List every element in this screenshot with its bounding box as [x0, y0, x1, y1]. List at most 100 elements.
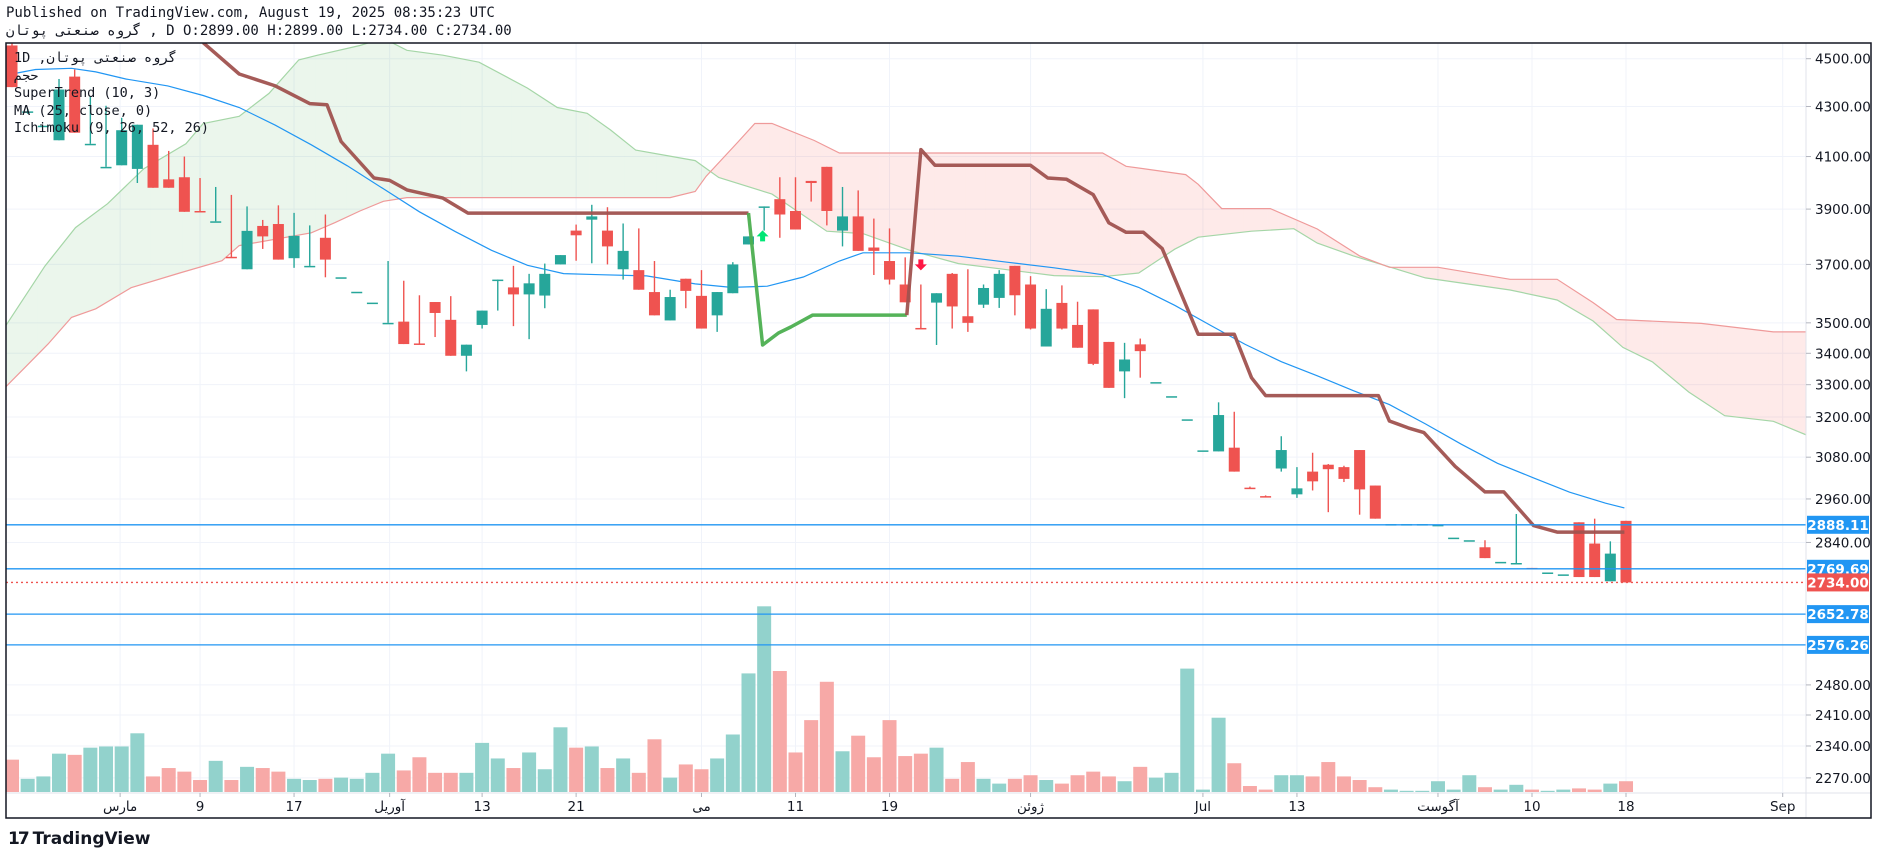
candle-body	[1495, 561, 1507, 564]
ichimoku-cloud-segment	[605, 126, 610, 198]
legend-volume[interactable]: حجم	[14, 67, 39, 84]
ichimoku-cloud-segment	[334, 50, 339, 223]
ichimoku-cloud-segment	[1517, 279, 1522, 293]
volume-bar	[757, 606, 772, 792]
ichimoku-cloud-segment	[581, 112, 586, 198]
ichimoku-cloud-segment	[1459, 270, 1464, 284]
candle-body	[915, 327, 927, 330]
legend-supertrend[interactable]: SuperTrend (10, 3)	[14, 85, 161, 101]
ichimoku-cloud-segment	[154, 160, 159, 281]
ichimoku-cloud-segment	[620, 138, 625, 198]
candle-body	[978, 287, 990, 305]
legend-ma[interactable]: MA (25, close, 0)	[14, 102, 153, 119]
candle-body	[1150, 382, 1162, 384]
volume-bar	[1368, 787, 1383, 792]
ichimoku-cloud-segment	[507, 77, 512, 198]
ichimoku-cloud-segment	[683, 158, 688, 195]
candle-body	[116, 130, 128, 166]
ichimoku-cloud-segment	[902, 152, 907, 250]
ichimoku-cloud-segment	[671, 156, 676, 198]
volume-bar	[1195, 789, 1210, 792]
ichimoku-cloud-segment	[1106, 155, 1111, 277]
y-tick-label: 3400.00	[1815, 346, 1871, 362]
ichimoku-cloud-segment	[624, 141, 629, 198]
legend-ichimoku[interactable]: Ichimoku (9, 26, 52, 26)	[14, 120, 210, 136]
candle	[37, 125, 49, 128]
x-tick-label: 13	[1288, 799, 1305, 815]
candle	[1009, 265, 1021, 316]
ichimoku-cloud-segment	[440, 54, 445, 198]
ichimoku-cloud-segment	[373, 43, 378, 206]
ichimoku-cloud-segment	[1498, 277, 1503, 289]
candle-body	[1072, 324, 1084, 348]
ichimoku-cloud-segment	[934, 152, 939, 258]
ichimoku-cloud-segment	[695, 160, 700, 192]
ichimoku-cloud-segment	[295, 59, 300, 236]
ichimoku-cloud-segment	[1619, 319, 1624, 348]
volume-bar	[271, 771, 286, 792]
volume-bar	[114, 746, 129, 792]
ichimoku-cloud-segment	[1286, 215, 1291, 230]
ichimoku-cloud-segment	[687, 159, 692, 194]
ichimoku-cloud-segment	[538, 95, 543, 198]
candle	[1307, 452, 1319, 491]
legend-symbol[interactable]: 1D ,گروه صنعتی پوتان	[14, 50, 177, 66]
candle-body	[1432, 524, 1444, 527]
ichimoku-cloud-segment	[95, 209, 100, 309]
ichimoku-cloud-segment	[883, 152, 888, 243]
candle-body	[1025, 284, 1037, 329]
ichimoku-cloud-segment	[1036, 152, 1040, 274]
ichimoku-cloud-segment	[1631, 320, 1636, 354]
ichimoku-cloud-segment	[565, 109, 570, 198]
candle-body	[601, 230, 613, 247]
ichimoku-cloud-segment	[283, 72, 288, 238]
ichimoku-cloud-segment	[1431, 267, 1436, 280]
candle-body	[821, 166, 833, 211]
ichimoku-cloud-segment	[1153, 170, 1158, 264]
ichimoku-cloud-segment	[1094, 152, 1099, 277]
candle-body	[1009, 265, 1021, 296]
volume-bar	[161, 768, 176, 792]
volume-bar	[960, 762, 975, 792]
candle	[492, 279, 504, 311]
ichimoku-cloud-segment	[1051, 152, 1056, 276]
ichimoku-cloud-segment	[1016, 152, 1021, 272]
ichimoku-cloud-segment	[1063, 152, 1068, 276]
ichimoku-cloud-segment	[1419, 267, 1424, 278]
candle	[915, 284, 927, 330]
ichimoku-cloud-segment	[209, 121, 214, 265]
volume-bar	[1054, 783, 1069, 792]
ichimoku-cloud-segment	[1325, 234, 1330, 248]
volume-bar	[1430, 781, 1445, 792]
y-tick-label: 4300.00	[1815, 99, 1871, 115]
ichimoku-cloud-segment	[217, 119, 222, 263]
ichimoku-cloud-segment	[428, 53, 433, 198]
candle-body	[1040, 308, 1052, 347]
ichimoku-cloud-segment	[945, 152, 950, 262]
footer-brand[interactable]: 17 TradingView	[8, 829, 150, 849]
ichimoku-cloud-segment	[949, 152, 954, 263]
chart-frame	[5, 42, 1872, 819]
ichimoku-cloud-segment	[503, 75, 508, 198]
ichimoku-cloud-segment	[1196, 183, 1201, 239]
price-badge-label: 2888.11	[1807, 518, 1869, 534]
volume-bar	[1399, 790, 1414, 792]
candle	[1322, 464, 1334, 513]
candle	[460, 344, 472, 372]
candle	[633, 228, 645, 290]
candle-body	[1197, 450, 1209, 452]
candle	[742, 236, 754, 245]
y-tick-label: 3300.00	[1815, 378, 1871, 394]
ichimoku-cloud-segment	[135, 173, 139, 287]
candle-body	[304, 265, 316, 268]
ichimoku-cloud-segment	[1416, 267, 1420, 277]
ichimoku-cloud-segment	[1302, 222, 1307, 237]
candle	[664, 289, 676, 321]
ichimoku-cloud-segment	[389, 43, 394, 201]
ichimoku-cloud-segment	[1792, 331, 1797, 431]
ichimoku-cloud-segment	[569, 109, 574, 198]
ichimoku-cloud-segment	[162, 155, 167, 279]
ichimoku-cloud-segment	[13, 307, 18, 379]
ichimoku-cloud-segment	[875, 152, 880, 240]
